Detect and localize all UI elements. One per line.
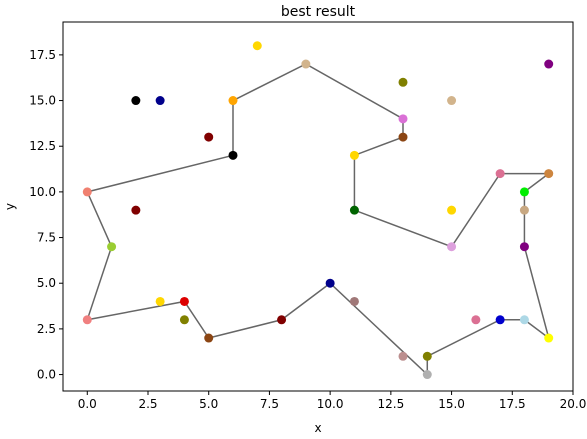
data-point (398, 351, 408, 361)
x-tick-label: 7.5 (260, 397, 279, 411)
data-point (82, 187, 92, 197)
plot-content (82, 41, 554, 380)
plot-frame (62, 21, 574, 392)
x-axis-label: x (314, 421, 321, 435)
y-tick-label: 2.5 (37, 322, 56, 336)
data-point (349, 296, 359, 306)
data-point (495, 169, 505, 179)
data-point (155, 296, 165, 306)
data-point (228, 96, 238, 106)
data-point (519, 242, 529, 252)
data-point (447, 242, 457, 252)
data-point (495, 315, 505, 325)
x-tick-label: 20.0 (560, 397, 587, 411)
y-tick-label: 17.5 (29, 48, 56, 62)
data-point (544, 59, 554, 69)
data-point (519, 205, 529, 215)
data-point (277, 315, 287, 325)
data-point (447, 205, 457, 215)
data-point (519, 315, 529, 325)
data-point (544, 333, 554, 343)
data-point (228, 150, 238, 160)
data-point (107, 242, 117, 252)
x-tick-label: 5.0 (199, 397, 218, 411)
data-point (398, 114, 408, 124)
data-point (471, 315, 481, 325)
data-point (544, 169, 554, 179)
data-point (131, 205, 141, 215)
y-tick-label: 12.5 (29, 139, 56, 153)
chart-title: best result (281, 4, 356, 20)
data-point (325, 278, 335, 288)
data-point (204, 333, 214, 343)
data-point (422, 370, 432, 380)
x-tick-label: 12.5 (377, 397, 404, 411)
data-point (349, 150, 359, 160)
data-point (204, 132, 214, 142)
x-tick-label: 2.5 (138, 397, 157, 411)
data-point (179, 315, 189, 325)
data-point (398, 132, 408, 142)
data-point (155, 96, 165, 106)
route-line (86, 63, 551, 377)
data-point (131, 96, 141, 106)
axis-ticks: 0.0 2.5 5.0 7.5 10.0 12.5 15.0 17.5 20.0 0.0 2.5 5.… (29, 48, 586, 411)
data-point (301, 59, 311, 69)
x-tick-label: 15.0 (438, 397, 465, 411)
data-point (447, 96, 457, 106)
y-axis-label: y (3, 203, 17, 210)
data-point (519, 187, 529, 197)
data-point (349, 205, 359, 215)
y-tick-label: 5.0 (37, 276, 56, 290)
data-point (398, 77, 408, 87)
y-tick-label: 7.5 (37, 231, 56, 245)
data-point (422, 351, 432, 361)
y-tick-label: 0.0 (37, 368, 56, 382)
x-tick-label: 10.0 (317, 397, 344, 411)
data-point (82, 315, 92, 325)
data-point (252, 41, 262, 51)
y-tick-label: 10.0 (29, 185, 56, 199)
y-tick-label: 15.0 (29, 94, 56, 108)
x-tick-label: 0.0 (78, 397, 97, 411)
data-point (179, 296, 189, 306)
x-tick-label: 17.5 (499, 397, 526, 411)
